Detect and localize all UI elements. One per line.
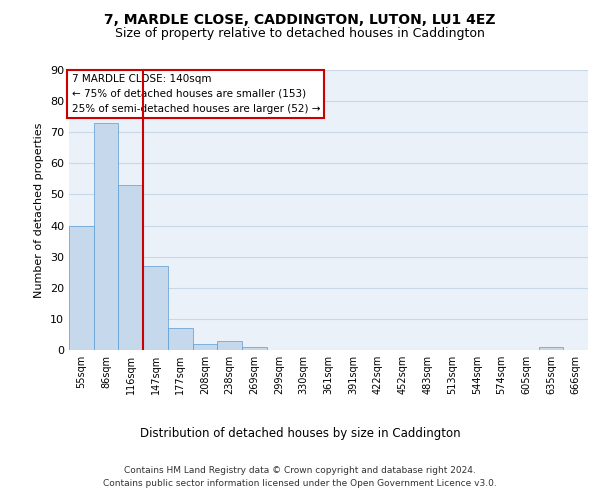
Text: 7, MARDLE CLOSE, CADDINGTON, LUTON, LU1 4EZ: 7, MARDLE CLOSE, CADDINGTON, LUTON, LU1 …: [104, 12, 496, 26]
Bar: [217, 340, 242, 350]
Bar: [539, 347, 563, 350]
Bar: [168, 328, 193, 350]
Bar: [193, 344, 217, 350]
Bar: [143, 266, 168, 350]
Text: 7 MARDLE CLOSE: 140sqm
← 75% of detached houses are smaller (153)
25% of semi-de: 7 MARDLE CLOSE: 140sqm ← 75% of detached…: [71, 74, 320, 114]
Text: Contains HM Land Registry data © Crown copyright and database right 2024.: Contains HM Land Registry data © Crown c…: [124, 466, 476, 475]
Bar: [118, 185, 143, 350]
Text: Distribution of detached houses by size in Caddington: Distribution of detached houses by size …: [140, 428, 460, 440]
Bar: [242, 347, 267, 350]
Y-axis label: Number of detached properties: Number of detached properties: [34, 122, 44, 298]
Bar: [94, 123, 118, 350]
Text: Size of property relative to detached houses in Caddington: Size of property relative to detached ho…: [115, 28, 485, 40]
Text: Contains public sector information licensed under the Open Government Licence v3: Contains public sector information licen…: [103, 479, 497, 488]
Bar: [69, 226, 94, 350]
